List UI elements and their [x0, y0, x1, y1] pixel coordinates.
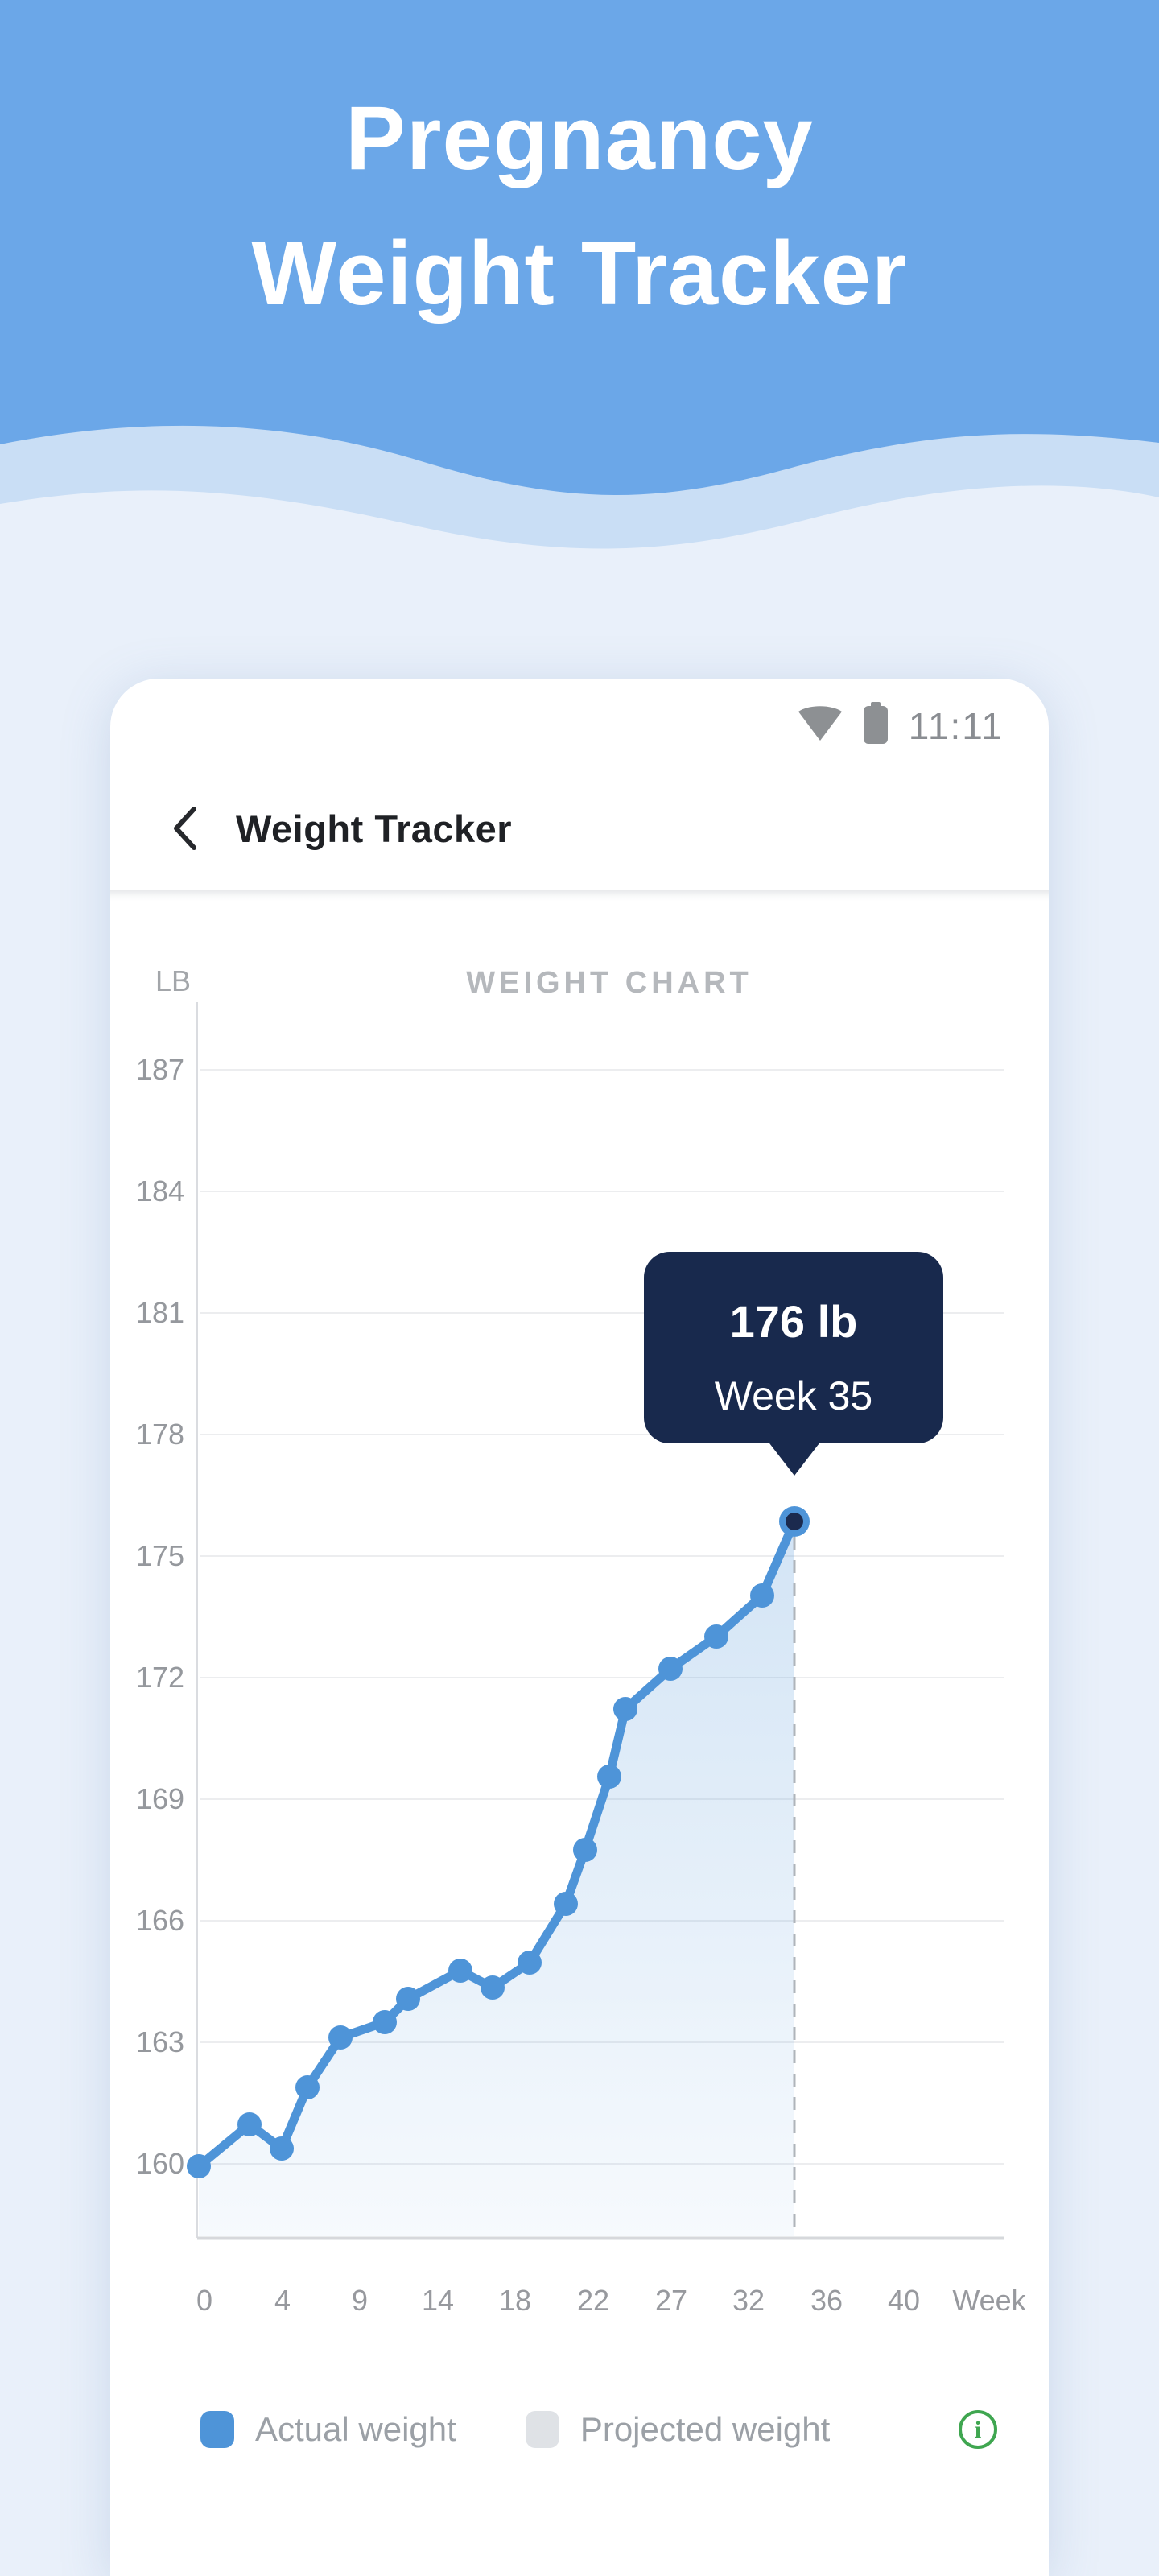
actual-weight-area — [199, 1521, 794, 2236]
svg-text:187: 187 — [136, 1053, 184, 1086]
y-axis-unit-label: LB — [155, 964, 191, 997]
actual-weight-label: Actual weight — [255, 2410, 456, 2448]
svg-text:172: 172 — [136, 1661, 184, 1694]
svg-text:32: 32 — [732, 2284, 765, 2317]
svg-text:163: 163 — [136, 2025, 184, 2058]
svg-text:9: 9 — [352, 2284, 368, 2317]
y-axis-tick-labels: 187 184 181 178 175 172 169 166 163 160 — [136, 1053, 184, 2180]
svg-text:166: 166 — [136, 1904, 184, 1937]
actual-weight-swatch — [200, 2411, 234, 2448]
projected-weight-label: Projected weight — [580, 2410, 831, 2448]
tooltip: 176 lb Week 35 — [644, 1252, 943, 1476]
x-axis-unit-label: Week — [952, 2284, 1026, 2317]
svg-text:36: 36 — [810, 2284, 843, 2317]
weight-chart-canvas[interactable]: LB WEIGHT CHART 187 184 181 178 175 172 … — [110, 896, 1049, 2345]
info-icon[interactable]: i — [959, 2410, 997, 2449]
screen-title: Weight Tracker — [236, 807, 513, 850]
svg-text:22: 22 — [577, 2284, 609, 2317]
back-button[interactable] — [160, 796, 208, 861]
tooltip-week: Week 35 — [715, 1373, 872, 1418]
legend-item-projected-weight[interactable]: Projected weight — [525, 2410, 831, 2449]
svg-text:4: 4 — [274, 2284, 291, 2317]
svg-text:184: 184 — [136, 1174, 184, 1208]
svg-text:0: 0 — [196, 2284, 212, 2317]
page-title-line1: Pregnancy — [345, 88, 814, 188]
svg-text:169: 169 — [136, 1782, 184, 1815]
legend-item-actual-weight[interactable]: Actual weight — [200, 2410, 456, 2449]
projected-weight-swatch — [525, 2411, 559, 2448]
chart-title: WEIGHT CHART — [466, 966, 753, 1000]
selected-data-point[interactable] — [779, 1506, 810, 1537]
svg-text:18: 18 — [499, 2284, 531, 2317]
chevron-left-icon — [174, 807, 196, 850]
svg-text:181: 181 — [136, 1296, 184, 1329]
status-time: 11:11 — [908, 705, 1004, 747]
hero-header — [0, 0, 1159, 386]
app-bar-divider — [110, 890, 1049, 902]
info-icon-glyph: i — [974, 2417, 982, 2443]
wave-decoration — [0, 385, 1159, 554]
status-bar: 11:11 — [110, 679, 1049, 767]
data-point-markers[interactable] — [187, 1583, 774, 2178]
svg-text:14: 14 — [422, 2284, 454, 2317]
tooltip-value: 176 lb — [730, 1296, 858, 1347]
svg-text:175: 175 — [136, 1539, 184, 1572]
x-axis-tick-labels: 0 4 9 14 18 22 27 32 36 40 Week — [196, 2284, 1027, 2317]
chart-legend: Actual weight Projected weight i — [200, 2401, 997, 2458]
svg-text:40: 40 — [888, 2284, 920, 2317]
svg-text:27: 27 — [655, 2284, 687, 2317]
svg-text:178: 178 — [136, 1418, 184, 1451]
battery-icon — [863, 702, 888, 744]
page-title-line2: Weight Tracker — [251, 223, 908, 324]
app-bar: Weight Tracker — [110, 767, 1049, 890]
wifi-icon — [798, 706, 842, 741]
page-title: Pregnancy Weight Tracker — [0, 71, 1159, 341]
phone-card: 11:11 Weight Tracker LB WEIGHT CHART — [110, 679, 1049, 2576]
svg-text:160: 160 — [136, 2147, 184, 2180]
